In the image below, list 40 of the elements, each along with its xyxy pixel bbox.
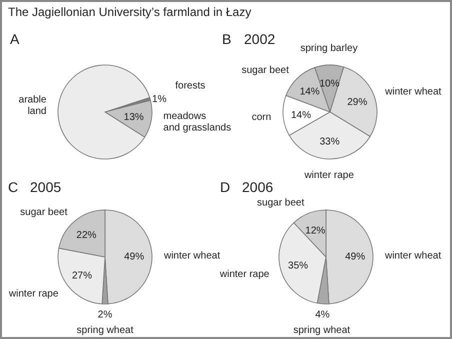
data-label: 22% [76,230,97,242]
data-label: 1% [152,94,167,105]
slice-label: spring wheat [76,325,134,336]
slice-label: sugar beet [257,198,304,209]
slice-label: winter rape [303,170,354,181]
data-label: 13% [124,112,144,124]
data-label: 35% [288,260,308,272]
data-label: 14% [290,110,312,121]
data-label: 12% [305,225,326,236]
slice-label: meadows and grasslands [163,110,232,134]
text: The Jagiellonian University’s farmland in Łazy [8,5,252,19]
chart-subtitle: 2002 [244,31,276,47]
slice-label: spring barley [300,43,358,54]
data-label: 49% [345,252,366,263]
data-label: 10% [319,78,340,90]
slice-label: winter rape [218,268,270,280]
slice-label: spring wheat [293,324,350,336]
slice-label: winter wheat [384,250,442,262]
slice-label: winter wheat [162,250,220,262]
chart-title: B [222,31,232,47]
slice-label: winter rape [8,288,59,300]
data-label: 14% [300,86,320,98]
slice-label: sugar beet [242,65,290,76]
slice-label: corn [252,112,272,124]
data-label: 49% [124,252,144,263]
slice-label: forests [175,80,206,92]
slice-label: winter wheat [384,86,442,98]
chart-subtitle: 2006 [242,179,274,195]
data-label: 29% [347,97,368,108]
slice-label: arable land [18,94,47,117]
data-label: 33% [320,136,340,148]
chart-title: C [8,179,18,195]
pie-slice [58,64,150,160]
chart-title: D [220,179,230,195]
chart-subtitle: 2005 [30,179,62,195]
chart-title: A [10,31,20,47]
data-label: 4% [315,309,330,320]
data-label: 2% [98,310,112,320]
data-label: 27% [72,270,92,282]
slice-label: sugar beet [20,207,68,218]
